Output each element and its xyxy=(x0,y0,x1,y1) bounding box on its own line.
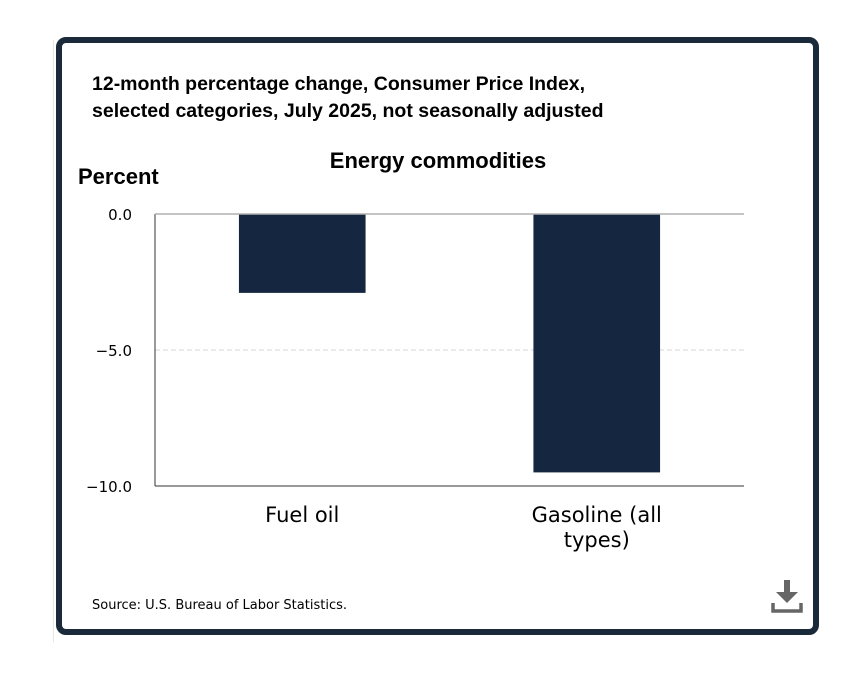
bar xyxy=(533,214,661,473)
bars xyxy=(238,214,661,473)
download-icon xyxy=(771,580,803,613)
bar xyxy=(238,214,366,293)
source-note: Source: U.S. Bureau of Labor Statistics. xyxy=(92,598,347,613)
tick-labels: 0.0 −5.0 −10.0 Fuel oil Gasoline (all types) xyxy=(86,206,662,552)
chart-plot: 0.0 −5.0 −10.0 Fuel oil Gasoline (all types) xyxy=(86,206,744,552)
x-tick-label: Gasoline (all types) xyxy=(532,503,662,552)
axes xyxy=(154,213,744,487)
y-tick-label: 0.0 xyxy=(108,206,132,224)
download-button[interactable] xyxy=(767,576,807,616)
y-axis-label: Percent xyxy=(78,164,159,189)
y-tick-label: −5.0 xyxy=(96,342,132,360)
chart-subtitle: Energy commodities xyxy=(329,148,547,173)
chart-title: 12-month percentage change, Consumer Pri… xyxy=(92,73,604,122)
page-edge-line xyxy=(53,40,54,642)
x-tick-label: Fuel oil xyxy=(265,503,339,527)
y-tick-label: −10.0 xyxy=(86,478,132,496)
chart-card: 12-month percentage change, Consumer Pri… xyxy=(56,37,819,635)
